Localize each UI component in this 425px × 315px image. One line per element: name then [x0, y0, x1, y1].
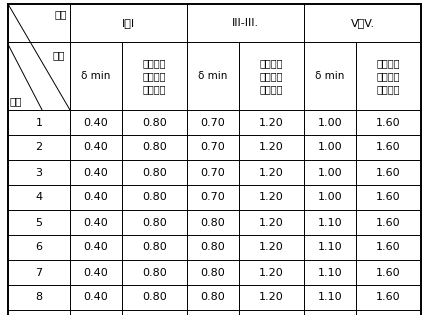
- Text: 1.20: 1.20: [259, 192, 284, 203]
- Text: 6: 6: [36, 243, 42, 253]
- Text: 0.40: 0.40: [84, 117, 108, 128]
- Text: 1.60: 1.60: [376, 267, 401, 278]
- Text: 1.00: 1.00: [317, 168, 342, 177]
- Text: 1.10: 1.10: [317, 267, 342, 278]
- Text: 0.80: 0.80: [142, 168, 167, 177]
- Text: 产品图尺: 产品图尺: [260, 58, 283, 68]
- Text: 0.80: 0.80: [142, 192, 167, 203]
- Text: 1.60: 1.60: [376, 192, 401, 203]
- Text: 0.40: 0.40: [84, 168, 108, 177]
- Text: 1.60: 1.60: [376, 293, 401, 302]
- Text: III-III.: III-III.: [232, 18, 259, 28]
- Text: 8: 8: [35, 293, 42, 302]
- Text: 0.80: 0.80: [201, 293, 225, 302]
- Text: 1: 1: [36, 117, 42, 128]
- Text: 考比照）: 考比照）: [143, 84, 166, 94]
- Text: 0.70: 0.70: [201, 142, 225, 152]
- Text: 0.80: 0.80: [142, 142, 167, 152]
- Text: 0.40: 0.40: [84, 142, 108, 152]
- Text: 1.60: 1.60: [376, 243, 401, 253]
- Text: 寸（供参: 寸（供参: [377, 71, 400, 81]
- Text: 0.40: 0.40: [84, 217, 108, 227]
- Text: δ min: δ min: [81, 71, 110, 81]
- Text: 寸（供参: 寸（供参: [260, 71, 283, 81]
- Text: 1.60: 1.60: [376, 117, 401, 128]
- Text: 0.40: 0.40: [84, 192, 108, 203]
- Text: 1.00: 1.00: [317, 117, 342, 128]
- Text: 寸（供参: 寸（供参: [143, 71, 166, 81]
- Text: 1.10: 1.10: [317, 243, 342, 253]
- Text: 1.20: 1.20: [259, 168, 284, 177]
- Text: 7: 7: [35, 267, 42, 278]
- Text: 0.80: 0.80: [201, 267, 225, 278]
- Text: 考比照）: 考比照）: [260, 84, 283, 94]
- Text: 1.10: 1.10: [317, 293, 342, 302]
- Text: 0.80: 0.80: [142, 217, 167, 227]
- Text: 1.60: 1.60: [376, 217, 401, 227]
- Text: 产品图尺: 产品图尺: [143, 58, 166, 68]
- Text: 2: 2: [35, 142, 42, 152]
- Text: 0.80: 0.80: [142, 267, 167, 278]
- Text: 0.40: 0.40: [84, 267, 108, 278]
- Text: 1.10: 1.10: [317, 217, 342, 227]
- Text: 0.80: 0.80: [201, 243, 225, 253]
- Text: 1.20: 1.20: [259, 243, 284, 253]
- Text: 1.60: 1.60: [376, 142, 401, 152]
- Text: I－I: I－I: [122, 18, 135, 28]
- Text: 1.20: 1.20: [259, 142, 284, 152]
- Text: 1.60: 1.60: [376, 168, 401, 177]
- Text: 1.20: 1.20: [259, 117, 284, 128]
- Text: 1.20: 1.20: [259, 267, 284, 278]
- Text: 0.70: 0.70: [201, 192, 225, 203]
- Text: 0.80: 0.80: [142, 293, 167, 302]
- Text: 0.80: 0.80: [142, 117, 167, 128]
- Text: 0.70: 0.70: [201, 117, 225, 128]
- Text: 0.40: 0.40: [84, 293, 108, 302]
- Text: 3: 3: [36, 168, 42, 177]
- Text: 4: 4: [35, 192, 42, 203]
- Text: 截面: 截面: [54, 9, 67, 19]
- Text: 1.20: 1.20: [259, 217, 284, 227]
- Text: 1.00: 1.00: [317, 192, 342, 203]
- Text: δ min: δ min: [198, 71, 228, 81]
- Text: 0.80: 0.80: [201, 217, 225, 227]
- Text: 1.00: 1.00: [317, 142, 342, 152]
- Text: V－V.: V－V.: [351, 18, 374, 28]
- Text: δ min: δ min: [315, 71, 345, 81]
- Text: 壁厅: 壁厅: [53, 50, 65, 60]
- Text: 0.70: 0.70: [201, 168, 225, 177]
- Text: 0.40: 0.40: [84, 243, 108, 253]
- Text: 0.80: 0.80: [142, 243, 167, 253]
- Text: 考比照）: 考比照）: [377, 84, 400, 94]
- Text: 测点: 测点: [10, 96, 23, 106]
- Text: 产品图尺: 产品图尺: [377, 58, 400, 68]
- Text: 5: 5: [36, 217, 42, 227]
- Text: 1.20: 1.20: [259, 293, 284, 302]
